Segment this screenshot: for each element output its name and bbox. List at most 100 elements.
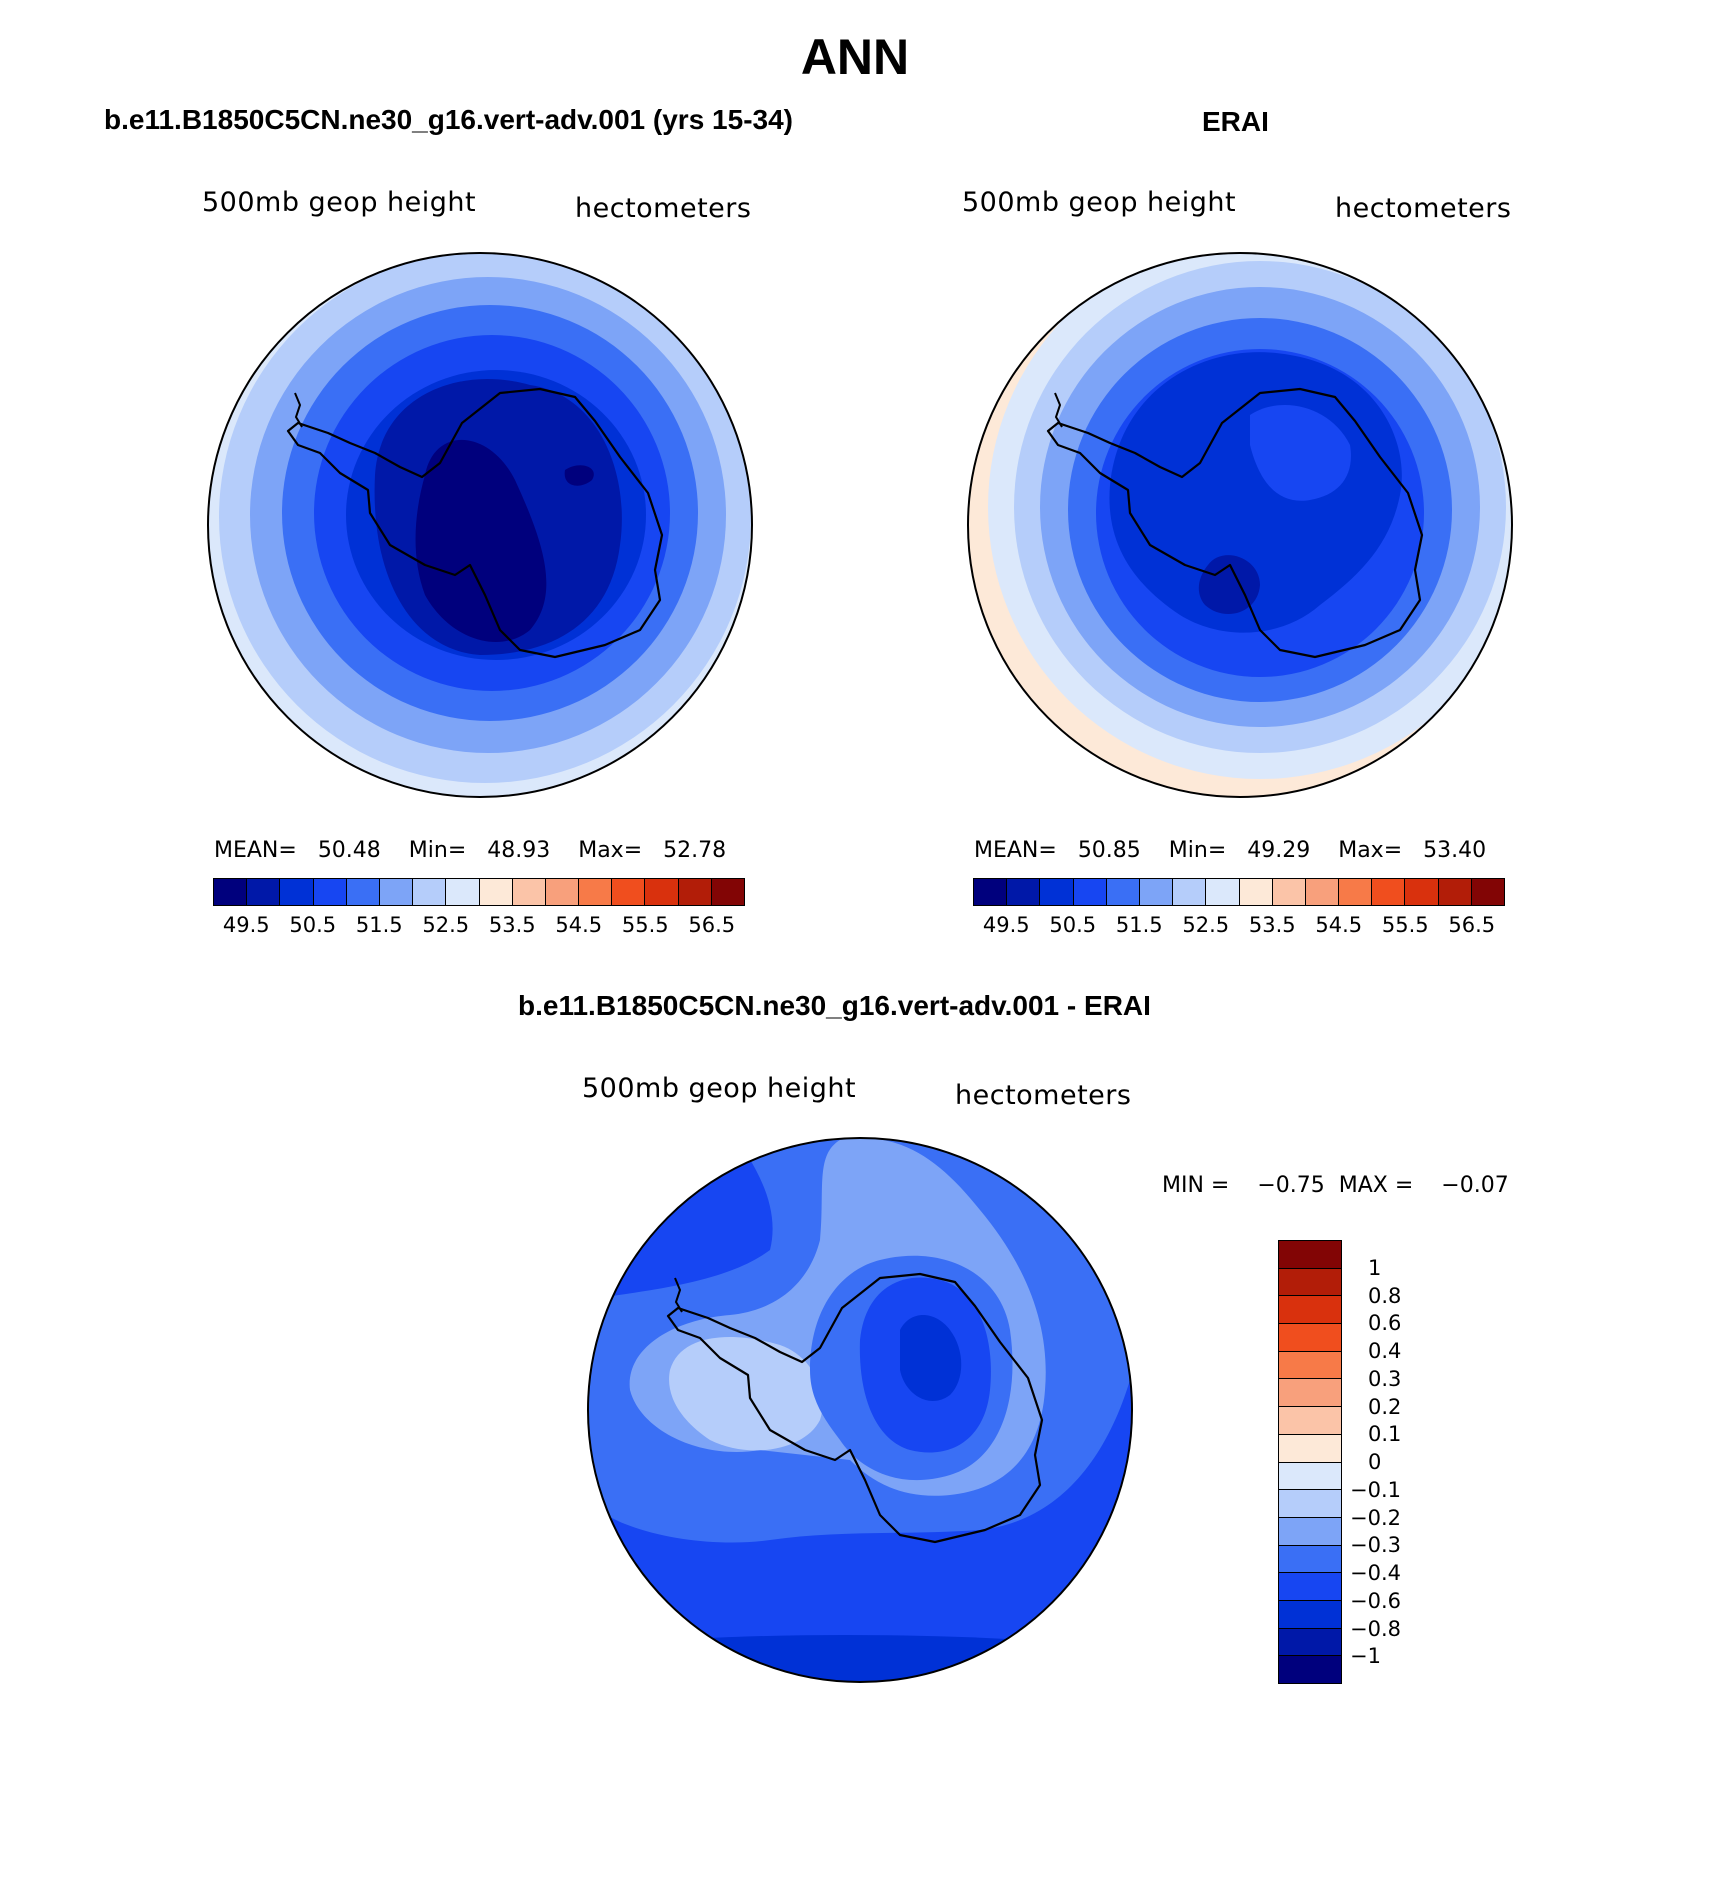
obs-min-value: 49.29 bbox=[1247, 838, 1311, 863]
model-polar-map bbox=[207, 252, 753, 798]
obs-contour-500 bbox=[1198, 555, 1260, 615]
obs-colorbar-swatch bbox=[1405, 879, 1439, 905]
obs-colorbar-tick-label: 49.5 bbox=[982, 913, 1030, 937]
obs-colorbar-tick-label: 50.5 bbox=[1049, 913, 1097, 937]
diff-colorbar-tick-label: −0.2 bbox=[1350, 1505, 1401, 1530]
obs-colorbar-swatch bbox=[974, 879, 1008, 905]
obs-colorbar-swatch bbox=[1040, 879, 1074, 905]
obs-colorbar-swatch bbox=[1173, 879, 1207, 905]
model-max-label: Max= bbox=[578, 838, 643, 863]
diff-max-label: MAX = bbox=[1338, 1173, 1414, 1198]
diff-polar-map bbox=[587, 1137, 1133, 1683]
obs-colorbar-swatch bbox=[1139, 879, 1174, 905]
diff-colorbar-tick-label: −1 bbox=[1350, 1644, 1381, 1669]
model-colorbar-swatch bbox=[512, 879, 546, 905]
model-min-value: 48.93 bbox=[487, 838, 551, 863]
model-colorbar-tick-label: 52.5 bbox=[422, 913, 470, 937]
obs-colorbar-swatch bbox=[1073, 879, 1107, 905]
obs-colorbar-swatch bbox=[1239, 879, 1273, 905]
obs-colorbar-swatch bbox=[1007, 879, 1041, 905]
diff-colorbar-swatch bbox=[1279, 1462, 1341, 1491]
diff-colorbar-tick-label: −0.1 bbox=[1350, 1477, 1401, 1502]
figure-title: ANN bbox=[800, 29, 910, 85]
diff-colorbar-tick-label: 0.8 bbox=[1368, 1283, 1402, 1308]
diff-colorbar-tick-label: 0.4 bbox=[1368, 1339, 1402, 1363]
diff-colorbar-swatch bbox=[1279, 1490, 1341, 1518]
diff-variable-label: 500mb geop height bbox=[582, 1073, 857, 1104]
obs-antarctica-coastline bbox=[1046, 387, 1424, 659]
diff-colorbar-tick-label: 0.1 bbox=[1368, 1422, 1402, 1447]
diff-colorbar-swatch bbox=[1279, 1545, 1341, 1574]
model-colorbar-swatch bbox=[313, 879, 347, 905]
diff-units-label: hectometers bbox=[955, 1080, 1132, 1111]
model-contour-495 bbox=[415, 439, 547, 643]
model-colorbar-swatch bbox=[711, 879, 744, 905]
obs-colorbar-swatch bbox=[1372, 879, 1406, 905]
obs-colorbar-swatch bbox=[1106, 879, 1140, 905]
model-colorbar-tick-label: 53.5 bbox=[488, 913, 536, 937]
diff-colorbar bbox=[1278, 1240, 1342, 1684]
model-colorbar-swatch bbox=[247, 879, 281, 905]
model-units-label: hectometers bbox=[575, 193, 752, 224]
model-colorbar-tick-label: 49.5 bbox=[222, 913, 270, 937]
obs-peninsula-islands bbox=[1054, 392, 1063, 428]
obs-map-border bbox=[967, 252, 1513, 798]
diff-colorbar-swatch bbox=[1279, 1600, 1341, 1629]
diff-inner-neg08 bbox=[900, 1315, 962, 1401]
diff-colorbar-swatch bbox=[1279, 1324, 1341, 1352]
diff-colorbar-tick-label: 0.2 bbox=[1368, 1394, 1402, 1419]
diff-max-value: −0.07 bbox=[1441, 1173, 1509, 1198]
obs-colorbar-swatch bbox=[1471, 879, 1504, 905]
obs-colorbar-tick-label: 55.5 bbox=[1381, 913, 1429, 937]
diff-colorbar-swatch bbox=[1279, 1351, 1341, 1380]
model-antarctica-coastline bbox=[286, 387, 664, 659]
diff-colorbar-tick-label: 0 bbox=[1368, 1450, 1382, 1474]
obs-colorbar-swatch bbox=[1305, 879, 1340, 905]
diff-min-label: MIN = bbox=[1162, 1173, 1230, 1198]
diff-peninsula-islands bbox=[674, 1277, 683, 1313]
model-colorbar bbox=[213, 878, 745, 906]
obs-variable-label: 500mb geop height bbox=[962, 187, 1237, 218]
diff-colorbar-swatch bbox=[1279, 1379, 1341, 1408]
diff-colorbar-swatch bbox=[1279, 1656, 1341, 1683]
diff-min-value: −0.75 bbox=[1257, 1173, 1325, 1198]
diff-colorbar-tick-label: 0.6 bbox=[1368, 1311, 1402, 1336]
model-min-label: Min= bbox=[408, 838, 467, 863]
model-max-value: 52.78 bbox=[663, 838, 727, 863]
model-panel-title: b.e11.B1850C5CN.ne30_g16.vert-adv.001 (y… bbox=[104, 104, 793, 135]
diff-colorbar-tick-label: −0.8 bbox=[1350, 1616, 1401, 1641]
model-colorbar-swatch bbox=[612, 879, 646, 905]
model-colorbar-swatch bbox=[678, 879, 712, 905]
obs-colorbar-tick-label: 56.5 bbox=[1448, 913, 1496, 937]
diff-colorbar-tick-label: −0.3 bbox=[1350, 1533, 1401, 1558]
diff-colorbar-tick-label: −0.6 bbox=[1350, 1588, 1401, 1613]
model-variable-label: 500mb geop height bbox=[202, 187, 477, 218]
diff-contour-neg02 bbox=[669, 1337, 823, 1451]
obs-max-label: Max= bbox=[1338, 838, 1403, 863]
obs-max-value: 53.40 bbox=[1423, 838, 1487, 863]
model-colorbar-swatch bbox=[280, 879, 314, 905]
model-map-border bbox=[207, 252, 753, 798]
diff-colorbar-tick-label: −0.4 bbox=[1350, 1561, 1401, 1585]
model-colorbar-swatch bbox=[479, 879, 513, 905]
diff-stats: MIN = −0.75 MAX = −0.07 bbox=[1162, 1173, 1509, 1198]
obs-mean-value: 50.85 bbox=[1077, 838, 1141, 863]
obs-stats: MEAN= 50.85 Min= 49.29 Max= 53.40 bbox=[974, 838, 1486, 863]
obs-polar-map bbox=[967, 252, 1513, 798]
diff-colorbar-tick-label: 1 bbox=[1368, 1255, 1382, 1280]
diff-panel-title: b.e11.B1850C5CN.ne30_g16.vert-adv.001 - … bbox=[518, 990, 1151, 1021]
obs-colorbar-tick-label: 53.5 bbox=[1248, 913, 1296, 937]
model-colorbar-swatch bbox=[379, 879, 414, 905]
obs-colorbar-swatch bbox=[1206, 879, 1240, 905]
obs-panel-title: ERAI bbox=[1202, 106, 1269, 137]
model-colorbar-swatch bbox=[413, 879, 447, 905]
model-colorbar-tick-label: 50.5 bbox=[289, 913, 337, 937]
obs-mean-label: MEAN= bbox=[974, 838, 1057, 863]
diff-colorbar-swatch bbox=[1279, 1268, 1341, 1297]
model-colorbar-swatch bbox=[346, 879, 380, 905]
model-colorbar-swatch bbox=[214, 879, 248, 905]
diff-colorbar-swatch bbox=[1279, 1407, 1341, 1435]
model-colorbar-tick-label: 55.5 bbox=[621, 913, 669, 937]
model-mean-label: MEAN= bbox=[214, 838, 297, 863]
obs-colorbar-tick-label: 51.5 bbox=[1115, 913, 1163, 937]
